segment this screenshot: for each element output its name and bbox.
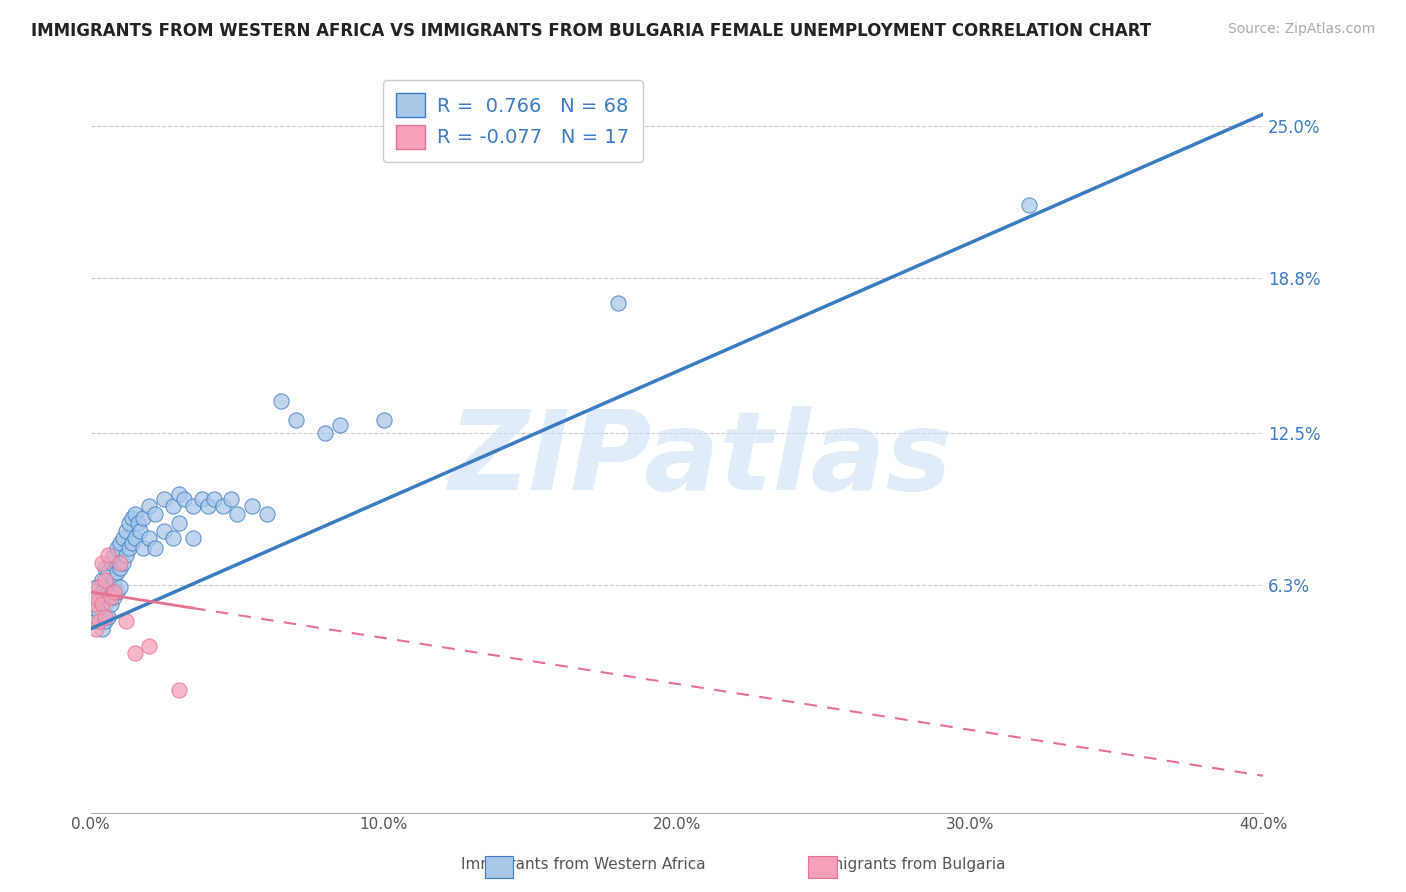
Point <box>114 524 136 538</box>
Point <box>162 531 184 545</box>
Point <box>127 516 149 531</box>
Point <box>97 566 120 580</box>
Point <box>91 585 114 599</box>
Point <box>91 597 114 611</box>
Point <box>97 609 120 624</box>
Point <box>167 683 190 698</box>
Point <box>256 507 278 521</box>
Point <box>111 556 134 570</box>
Point <box>138 639 160 653</box>
Point <box>138 500 160 514</box>
Point <box>97 548 120 562</box>
Point <box>221 491 243 506</box>
Text: Source: ZipAtlas.com: Source: ZipAtlas.com <box>1227 22 1375 37</box>
Point <box>86 580 108 594</box>
Point <box>124 507 146 521</box>
Point <box>121 536 143 550</box>
Point <box>100 597 122 611</box>
Text: IMMIGRANTS FROM WESTERN AFRICA VS IMMIGRANTS FROM BULGARIA FEMALE UNEMPLOYMENT C: IMMIGRANTS FROM WESTERN AFRICA VS IMMIGR… <box>31 22 1152 40</box>
Point <box>103 585 125 599</box>
Point <box>83 597 105 611</box>
Text: Immigrants from Bulgaria: Immigrants from Bulgaria <box>808 857 1005 872</box>
Point <box>143 507 166 521</box>
Text: Immigrants from Western Africa: Immigrants from Western Africa <box>461 857 706 872</box>
Point <box>132 511 155 525</box>
Point <box>329 418 352 433</box>
Point <box>270 393 292 408</box>
Point <box>108 560 131 574</box>
Point <box>94 597 117 611</box>
Point <box>132 541 155 555</box>
Point <box>89 615 111 629</box>
Point <box>86 622 108 636</box>
Point <box>162 500 184 514</box>
Point <box>124 531 146 545</box>
Point <box>143 541 166 555</box>
Point <box>111 531 134 545</box>
Point <box>202 491 225 506</box>
Point <box>94 573 117 587</box>
Point <box>167 516 190 531</box>
Point <box>91 556 114 570</box>
Point <box>86 615 108 629</box>
Point <box>89 580 111 594</box>
Point <box>607 296 630 310</box>
Point <box>94 615 117 629</box>
Point <box>1018 198 1040 212</box>
Point <box>105 566 128 580</box>
Point <box>118 541 141 555</box>
Point <box>114 615 136 629</box>
Point <box>284 413 307 427</box>
Point <box>181 500 204 514</box>
Point <box>100 580 122 594</box>
Point <box>105 541 128 555</box>
Point <box>89 605 111 619</box>
Point <box>83 597 105 611</box>
Point <box>108 556 131 570</box>
Point <box>197 500 219 514</box>
Point <box>103 548 125 562</box>
Point <box>105 585 128 599</box>
Point <box>124 646 146 660</box>
Point <box>118 516 141 531</box>
Point <box>103 573 125 587</box>
Point <box>89 590 111 604</box>
Point <box>226 507 249 521</box>
Point <box>121 511 143 525</box>
Point <box>94 609 117 624</box>
Point <box>153 491 176 506</box>
Point <box>94 560 117 574</box>
Legend: R =  0.766   N = 68, R = -0.077   N = 17: R = 0.766 N = 68, R = -0.077 N = 17 <box>382 79 643 162</box>
Point <box>91 573 114 587</box>
Point <box>181 531 204 545</box>
Point <box>103 590 125 604</box>
Point <box>114 548 136 562</box>
Point <box>167 487 190 501</box>
Point <box>108 536 131 550</box>
Point <box>211 500 233 514</box>
Point <box>314 425 336 440</box>
Point <box>91 622 114 636</box>
Point <box>153 524 176 538</box>
Point <box>173 491 195 506</box>
Point <box>86 590 108 604</box>
Text: ZIPatlas: ZIPatlas <box>449 406 952 513</box>
Point <box>108 580 131 594</box>
Point <box>129 524 152 538</box>
Point <box>373 413 395 427</box>
Point <box>240 500 263 514</box>
Point <box>100 556 122 570</box>
Point <box>191 491 214 506</box>
Point <box>97 585 120 599</box>
Point <box>138 531 160 545</box>
Point <box>100 590 122 604</box>
